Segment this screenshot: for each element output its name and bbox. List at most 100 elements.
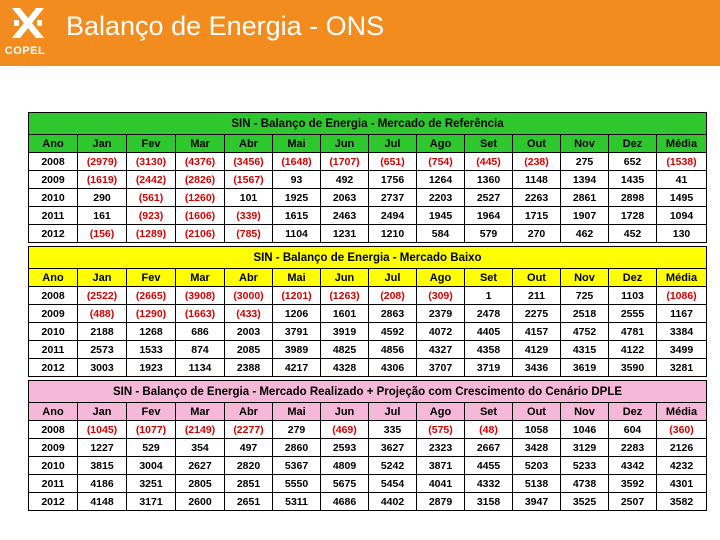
year-cell: 2009 — [28, 170, 78, 189]
value-cell: 279 — [272, 420, 321, 439]
value-cell: 3719 — [464, 358, 513, 377]
value-cell: 4041 — [416, 474, 465, 493]
value-cell: (3456) — [224, 152, 273, 171]
column-header: Fev — [126, 268, 176, 287]
table-row: 2010 2188 1268 686 2003 3791 3919 4592 4072 4405 4… — [28, 322, 708, 341]
value-cell: 2003 — [224, 322, 273, 341]
value-cell: 3158 — [464, 492, 513, 511]
value-cell: (923) — [126, 206, 176, 225]
value-cell: 2593 — [320, 438, 369, 457]
value-cell: 2379 — [416, 304, 465, 323]
column-header: Nov — [560, 268, 609, 287]
value-cell: 3590 — [608, 358, 657, 377]
value-cell: (445) — [464, 152, 513, 171]
value-cell: 3436 — [512, 358, 561, 377]
value-cell: 2600 — [175, 492, 225, 511]
column-header: Jun — [320, 134, 369, 153]
value-cell: 1 — [464, 286, 513, 305]
value-cell: 4809 — [320, 456, 369, 475]
column-header: Ago — [416, 402, 465, 421]
column-header: Jun — [320, 402, 369, 421]
column-header: Nov — [560, 134, 609, 153]
table-title-row: SIN - Balanço de Energia - Mercado de Re… — [27, 112, 708, 135]
value-cell: 5675 — [320, 474, 369, 493]
table-title-row: SIN - Balanço de Energia - Mercado Baixo — [27, 246, 708, 269]
value-cell: 211 — [512, 286, 561, 305]
value-cell: 2860 — [272, 438, 321, 457]
value-cell: 2263 — [512, 188, 561, 207]
column-header: Jan — [77, 268, 127, 287]
column-header-row: Ano Jan Fev Mar Abr Mai Jun Jul Ago Set Out Nov Dez M… — [28, 268, 708, 287]
value-cell: 4301 — [655, 474, 708, 493]
value-cell: (208) — [368, 286, 417, 305]
value-cell: 270 — [512, 224, 561, 243]
value-cell: 1046 — [560, 420, 609, 439]
value-cell: 1601 — [320, 304, 369, 323]
value-cell: 3499 — [655, 340, 708, 359]
value-cell: 3871 — [416, 456, 465, 475]
value-cell: 1394 — [560, 170, 609, 189]
table-row: 2010 290 (561) (1260) 101 1925 2063 2737 2203 252… — [28, 188, 708, 207]
value-cell: 3004 — [126, 456, 176, 475]
column-header: Mai — [272, 268, 321, 287]
column-header: Out — [512, 268, 561, 287]
value-cell: 2507 — [608, 492, 657, 511]
value-cell: (238) — [512, 152, 561, 171]
value-cell: 1923 — [126, 358, 176, 377]
column-header: Ano — [28, 402, 78, 421]
value-cell: 5138 — [512, 474, 561, 493]
energy-table: SIN - Balanço de Energia - Mercado de Re… — [27, 112, 708, 511]
value-cell: 5242 — [368, 456, 417, 475]
year-cell: 2010 — [28, 456, 78, 475]
column-header: Jul — [368, 402, 417, 421]
value-cell: (2106) — [175, 224, 225, 243]
value-cell: 579 — [464, 224, 513, 243]
value-cell: 3619 — [560, 358, 609, 377]
header-bar: COPEL Balanço de Energia - ONS — [0, 0, 720, 66]
value-cell: 1964 — [464, 206, 513, 225]
column-header: Abr — [224, 134, 273, 153]
logo-text: COPEL — [4, 45, 46, 57]
year-cell: 2011 — [28, 206, 78, 225]
value-cell: 4122 — [608, 340, 657, 359]
table-row: 2008 (2522) (2665) (3908) (3000) (1201) (1263)… — [28, 286, 708, 305]
value-cell: (651) — [368, 152, 417, 171]
column-header: Fev — [126, 402, 176, 421]
value-cell: 130 — [655, 224, 708, 243]
value-cell: (2149) — [175, 420, 225, 439]
value-cell: 2494 — [368, 206, 417, 225]
value-cell: 3919 — [320, 322, 369, 341]
year-cell: 2011 — [28, 474, 78, 493]
value-cell: 41 — [655, 170, 708, 189]
column-header: Ago — [416, 134, 465, 153]
table-title: SIN - Balanço de Energia - Mercado Baixo — [27, 246, 708, 269]
table-row: 2009 (1619) (2442) (2826) (1567) 93 492 1756 126… — [28, 170, 708, 189]
value-cell: (4376) — [175, 152, 225, 171]
value-cell: 2283 — [608, 438, 657, 457]
value-cell: 3384 — [655, 322, 708, 341]
value-cell: 3592 — [608, 474, 657, 493]
value-cell: (1663) — [175, 304, 225, 323]
value-cell: 101 — [224, 188, 273, 207]
table-row: 2011 2573 1533 874 2085 3989 4825 4856 4327 4358 4… — [28, 340, 708, 359]
value-cell: 1715 — [512, 206, 561, 225]
value-cell: 290 — [77, 188, 127, 207]
value-cell: 1945 — [416, 206, 465, 225]
column-header: Abr — [224, 268, 273, 287]
value-cell: 2126 — [655, 438, 708, 457]
value-cell: (1619) — [77, 170, 127, 189]
value-cell: 4157 — [512, 322, 561, 341]
table-row: 2011 4186 3251 2805 2851 5550 5675 5454 4041 4332… — [28, 474, 708, 493]
value-cell: 686 — [175, 322, 225, 341]
value-cell: 3171 — [126, 492, 176, 511]
value-cell: 2737 — [368, 188, 417, 207]
column-header: Dez — [608, 402, 657, 421]
value-cell: 452 — [608, 224, 657, 243]
value-cell: 4315 — [560, 340, 609, 359]
value-cell: 4129 — [512, 340, 561, 359]
column-header: Jul — [368, 134, 417, 153]
value-cell: 1925 — [272, 188, 321, 207]
value-cell: 1167 — [655, 304, 708, 323]
value-cell: 1094 — [655, 206, 708, 225]
value-cell: 1206 — [272, 304, 321, 323]
